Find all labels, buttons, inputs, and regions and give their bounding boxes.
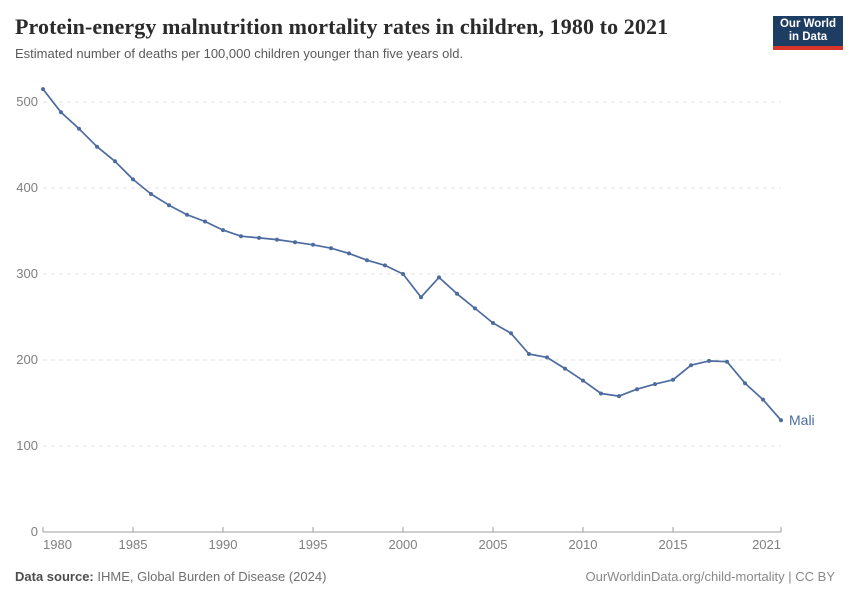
owid-logo[interactable]: Our World in Data [773,16,843,50]
data-point-2008[interactable] [545,355,549,360]
data-point-2020[interactable] [761,397,765,402]
data-point-1994[interactable] [293,240,297,245]
x-tick-label-1980: 1980 [43,537,72,552]
data-point-1985[interactable] [131,177,135,182]
data-point-1999[interactable] [383,263,387,268]
data-point-2011[interactable] [599,391,603,396]
x-tick-label-2015: 2015 [659,537,688,552]
x-tick-label-1995: 1995 [299,537,328,552]
data-point-2012[interactable] [617,394,621,399]
x-tick-label-1990: 1990 [209,537,238,552]
x-tick-label-2005: 2005 [479,537,508,552]
series-line[interactable] [42,88,782,422]
credit-link[interactable]: OurWorldinData.org/child-mortality | CC … [585,569,836,584]
data-point-1982[interactable] [77,126,81,131]
y-tick-label-200: 200 [16,352,38,367]
data-point-2002[interactable] [437,275,441,280]
owid-logo-line1: Our World [779,18,836,30]
data-point-1996[interactable] [329,246,333,251]
y-tick-label-400: 400 [16,180,38,195]
series-mali[interactable] [41,87,783,423]
data-point-1988[interactable] [185,212,189,217]
data-point-2005[interactable] [491,321,495,325]
data-point-1992[interactable] [257,235,261,240]
x-tick-label-2000: 2000 [389,537,418,552]
x-tick-label-2021: 2021 [752,537,781,552]
data-point-1990[interactable] [221,228,225,233]
data-source: Data source: IHME, Global Burden of Dise… [15,569,326,584]
data-point-2019[interactable] [743,381,747,386]
data-point-1998[interactable] [365,258,369,263]
data-point-2009[interactable] [563,366,567,371]
data-point-1995[interactable] [311,242,315,247]
data-point-2013[interactable] [635,387,639,392]
data-point-1989[interactable] [203,219,207,224]
data-point-2014[interactable] [653,382,657,387]
data-point-2006[interactable] [509,331,513,336]
chart-title: Protein-energy malnutrition mortality ra… [15,14,669,39]
data-point-2000[interactable] [401,272,405,276]
data-point-2004[interactable] [473,306,477,311]
data-point-2001[interactable] [419,295,423,300]
data-point-2021[interactable] [779,418,783,423]
y-tick-label-100: 100 [16,438,38,453]
data-point-1984[interactable] [113,159,117,164]
data-point-2015[interactable] [671,377,675,382]
x-tick-label-2010: 2010 [569,537,598,552]
data-source-label: Data source: [15,569,94,584]
y-tick-label-0: 0 [31,524,38,539]
data-point-1997[interactable] [347,251,351,256]
data-point-1991[interactable] [239,234,243,239]
data-point-2017[interactable] [707,358,711,363]
data-point-2003[interactable] [455,291,459,296]
y-tick-label-500: 500 [16,94,38,109]
data-point-1980[interactable] [41,87,45,92]
data-point-1986[interactable] [149,192,153,196]
chart-subtitle: Estimated number of deaths per 100,000 c… [15,46,464,61]
data-source-text: IHME, Global Burden of Disease (2024) [93,569,327,584]
data-point-1993[interactable] [275,237,279,242]
series-end-label[interactable]: Mali [789,412,815,428]
y-tick-label-300: 300 [16,266,38,281]
data-point-1987[interactable] [167,203,171,208]
data-point-2010[interactable] [581,378,585,383]
data-point-1981[interactable] [59,110,63,115]
data-point-2016[interactable] [689,363,693,368]
x-tick-label-1985: 1985 [119,537,148,552]
owid-logo-line2: in Data [788,31,828,43]
data-point-1983[interactable] [95,144,99,149]
data-point-2018[interactable] [725,359,729,364]
data-point-2007[interactable] [527,352,531,356]
